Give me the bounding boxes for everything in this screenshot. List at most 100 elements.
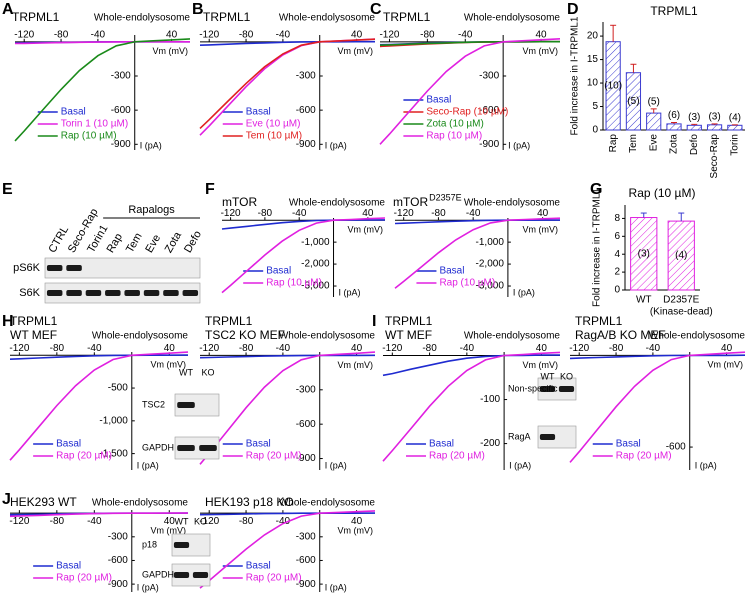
iv-curve [379,38,561,145]
x-tick-label: -120 [382,343,402,354]
chart-title: HEK293 WT [10,495,77,509]
x-tick-label: -120 [9,343,29,354]
blot-lane-label: KO [201,367,214,377]
y-tick-label: 5 [592,101,598,112]
x-tick-label: -40 [87,343,102,354]
blot-lane-label: Tem [124,231,145,255]
bar-label: (4) [729,112,741,123]
legend-label: Basal [56,561,81,572]
legend-label: Rap (20 µM) [56,573,112,584]
legend-label: Basal [56,439,81,450]
blot-band [46,265,63,271]
x-tick-label: -80 [239,29,254,40]
y-tick-label: -600 [111,105,131,116]
chart-title: mTOR [393,195,428,209]
legend-label: Basal [61,107,86,118]
x-tick-label: -120 [394,208,414,219]
annotation: Whole-endolysosome [289,198,386,209]
iv-curve [199,354,376,359]
legend-label: Rap (20 µM) [56,451,112,462]
y-tick-label: -3,000 [476,281,505,292]
chart-subtitle: TSC2 KO MEF [205,328,285,342]
iv-curve [9,351,189,461]
blot-strip [44,282,201,304]
x-tick-label: -40 [460,343,475,354]
bar-label: (3) [708,112,720,123]
legend-label: Basal [429,439,454,450]
annotation: Whole-endolysosome [279,13,376,24]
chart-title-superscript: D2357E [429,192,462,202]
bar-label: (4) [675,250,687,261]
iv-curve [199,510,376,589]
y-axis-label: I (pA) [325,460,347,470]
legend-label: Zota (10 µM) [426,119,483,130]
x-tick-label: 40 [537,208,549,219]
annotation: Whole-endolysosome [279,498,376,509]
y-axis-label: Fold increase in I-TRPML1 [570,16,581,135]
legend-label: Torin 1 (10 µM) [61,119,128,130]
y-tick-label: -900 [111,139,131,150]
iv-curve [9,354,189,360]
iv-curve [382,354,560,377]
y-axis-label: Fold increase in I-TRPML1 [592,188,603,307]
blot-row-label: GAPDH [142,569,174,579]
iv-curve [569,351,746,463]
iv-curve [199,512,376,516]
panel-letter: E [2,181,13,198]
chart-title: TRPML1 [10,314,58,328]
x-tick-label: -40 [466,208,481,219]
x-tick-label: -120 [14,29,34,40]
iv-curve [199,38,376,129]
x-axis-label: Vm (mV) [338,46,374,56]
iv-curve [394,217,561,289]
blot-row-label: Non-specific [508,383,558,393]
x-tick-label: -80 [50,516,65,527]
y-tick-label: 0 [592,125,598,136]
y-tick-label: -300 [296,71,316,82]
blot-strip [171,563,211,587]
iv-curve [221,219,386,230]
x-tick-label: -80 [239,343,254,354]
x-tick-label: -40 [292,208,307,219]
panel-letter: J [2,491,11,508]
legend-label: Rap (10 µM) [426,131,482,142]
iv-curve [382,351,561,462]
legend-label: Rap (20 µM) [246,451,302,462]
x-tick-label: -40 [276,516,291,527]
legend-label: Rap (10 µM) [61,131,117,142]
y-tick-label: -300 [296,531,316,542]
y-tick-label: -500 [108,383,128,394]
blot-band [124,290,140,296]
x-tick-label: -120 [199,29,219,40]
panel-letter: B [192,1,204,18]
iv-curve [14,41,190,45]
y-axis-label: I (pA) [695,460,717,470]
blot-band [143,290,160,296]
blot-band [558,386,575,392]
x-tick-label: -80 [50,343,65,354]
annotation: Whole-endolysosome [464,13,561,24]
x-tick-label: -120 [379,29,399,40]
blot-lane-label: KO [194,516,207,526]
blot-strip [537,425,577,449]
blot-strip [174,393,220,417]
x-tick-label: 40 [351,343,363,354]
x-tick-label: 40 [166,29,178,40]
legend-label: Basal [246,107,271,118]
iv-curve [379,40,560,46]
x-tick-label: -40 [91,29,106,40]
iv-curve [199,40,375,46]
panel-letter: A [2,1,14,18]
bar [706,124,723,131]
chart-title: mTOR [222,195,257,209]
iv-curve [199,351,376,465]
x-tick-label: 40 [721,343,733,354]
legend-label: Rap (20 µM) [246,573,302,584]
bar-label: (3) [688,112,700,123]
blot-strip [171,533,211,557]
blot-group-label: Rapalogs [128,204,175,216]
y-tick-label: -2,000 [476,259,505,270]
y-tick-label: -900 [296,453,316,464]
legend-label: Rap (10 µM) [266,278,322,289]
legend-label: Rap (20 µM) [429,451,485,462]
